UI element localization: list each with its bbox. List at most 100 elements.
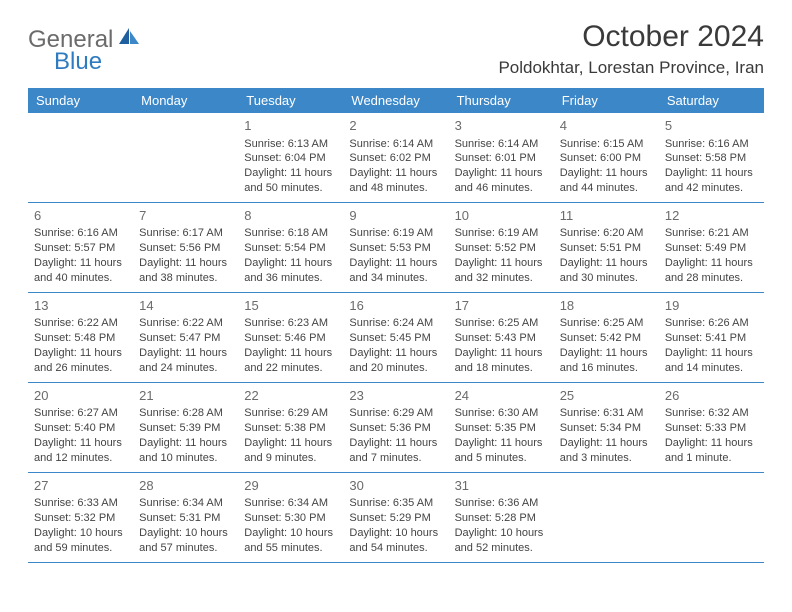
calendar-day: 18Sunrise: 6:25 AMSunset: 5:42 PMDayligh… — [554, 293, 659, 382]
day-info-line: Sunrise: 6:36 AM — [455, 496, 548, 511]
day-info-line: and 10 minutes. — [139, 451, 232, 466]
calendar-week: 1Sunrise: 6:13 AMSunset: 6:04 PMDaylight… — [28, 113, 764, 203]
day-info-line: Sunrise: 6:17 AM — [139, 226, 232, 241]
day-info-line: Sunrise: 6:30 AM — [455, 406, 548, 421]
day-info-line: and 20 minutes. — [349, 361, 442, 376]
day-info-line: Sunrise: 6:21 AM — [665, 226, 758, 241]
day-info-line: Daylight: 10 hours — [34, 526, 127, 541]
day-info-line: Sunset: 5:54 PM — [244, 241, 337, 256]
day-info-line: Sunset: 5:58 PM — [665, 151, 758, 166]
day-info-line: and 36 minutes. — [244, 271, 337, 286]
day-number: 1 — [244, 117, 337, 135]
calendar-day: 7Sunrise: 6:17 AMSunset: 5:56 PMDaylight… — [133, 203, 238, 292]
day-info-line: Sunrise: 6:29 AM — [244, 406, 337, 421]
day-info-line: Sunrise: 6:18 AM — [244, 226, 337, 241]
day-number: 5 — [665, 117, 758, 135]
day-number: 22 — [244, 387, 337, 405]
day-info-line: Sunrise: 6:20 AM — [560, 226, 653, 241]
day-info-line: Daylight: 11 hours — [349, 436, 442, 451]
day-info-line: Sunset: 5:46 PM — [244, 331, 337, 346]
day-info-line: Sunrise: 6:22 AM — [139, 316, 232, 331]
day-info-line: Sunset: 5:34 PM — [560, 421, 653, 436]
day-info-line: and 32 minutes. — [455, 271, 548, 286]
day-info-line: and 42 minutes. — [665, 181, 758, 196]
month-title: October 2024 — [498, 20, 764, 54]
day-info-line: Sunset: 5:53 PM — [349, 241, 442, 256]
day-info-line: Sunset: 5:32 PM — [34, 511, 127, 526]
day-number: 9 — [349, 207, 442, 225]
day-info-line: and 26 minutes. — [34, 361, 127, 376]
day-info-line: and 46 minutes. — [455, 181, 548, 196]
calendar-day: 10Sunrise: 6:19 AMSunset: 5:52 PMDayligh… — [449, 203, 554, 292]
calendar-day: 27Sunrise: 6:33 AMSunset: 5:32 PMDayligh… — [28, 473, 133, 562]
calendar-day: 31Sunrise: 6:36 AMSunset: 5:28 PMDayligh… — [449, 473, 554, 562]
calendar-day: 15Sunrise: 6:23 AMSunset: 5:46 PMDayligh… — [238, 293, 343, 382]
calendar-day: 28Sunrise: 6:34 AMSunset: 5:31 PMDayligh… — [133, 473, 238, 562]
calendar-day: 14Sunrise: 6:22 AMSunset: 5:47 PMDayligh… — [133, 293, 238, 382]
calendar-day: 1Sunrise: 6:13 AMSunset: 6:04 PMDaylight… — [238, 113, 343, 202]
day-number: 7 — [139, 207, 232, 225]
logo-sail-icon — [119, 28, 141, 51]
day-info-line: Sunset: 5:49 PM — [665, 241, 758, 256]
day-info-line: Sunrise: 6:32 AM — [665, 406, 758, 421]
day-info-line: Sunset: 6:02 PM — [349, 151, 442, 166]
day-header: Sunday — [28, 88, 133, 113]
logo: General Blue — [28, 26, 141, 54]
day-number: 14 — [139, 297, 232, 315]
day-number: 10 — [455, 207, 548, 225]
calendar-day: 2Sunrise: 6:14 AMSunset: 6:02 PMDaylight… — [343, 113, 448, 202]
day-info-line: Daylight: 11 hours — [455, 346, 548, 361]
day-info-line: Sunrise: 6:31 AM — [560, 406, 653, 421]
day-info-line: and 7 minutes. — [349, 451, 442, 466]
day-info-line: Daylight: 11 hours — [455, 256, 548, 271]
day-info-line: Sunrise: 6:25 AM — [560, 316, 653, 331]
day-number: 2 — [349, 117, 442, 135]
calendar-day: 30Sunrise: 6:35 AMSunset: 5:29 PMDayligh… — [343, 473, 448, 562]
day-info-line: and 44 minutes. — [560, 181, 653, 196]
day-info-line: Daylight: 11 hours — [560, 436, 653, 451]
day-number: 20 — [34, 387, 127, 405]
location-text: Poldokhtar, Lorestan Province, Iran — [498, 58, 764, 78]
day-info-line: Daylight: 10 hours — [349, 526, 442, 541]
day-info-line: Daylight: 11 hours — [139, 346, 232, 361]
calendar-week: 6Sunrise: 6:16 AMSunset: 5:57 PMDaylight… — [28, 203, 764, 293]
day-number: 18 — [560, 297, 653, 315]
day-info-line: and 9 minutes. — [244, 451, 337, 466]
day-info-line: Sunrise: 6:19 AM — [455, 226, 548, 241]
title-block: October 2024 Poldokhtar, Lorestan Provin… — [498, 20, 764, 78]
day-info-line: Sunset: 5:30 PM — [244, 511, 337, 526]
day-info-line: Daylight: 11 hours — [34, 436, 127, 451]
calendar-day: 20Sunrise: 6:27 AMSunset: 5:40 PMDayligh… — [28, 383, 133, 472]
day-info-line: and 55 minutes. — [244, 541, 337, 556]
calendar-week: 27Sunrise: 6:33 AMSunset: 5:32 PMDayligh… — [28, 473, 764, 563]
day-info-line: Sunset: 5:45 PM — [349, 331, 442, 346]
calendar-week: 13Sunrise: 6:22 AMSunset: 5:48 PMDayligh… — [28, 293, 764, 383]
day-info-line: and 12 minutes. — [34, 451, 127, 466]
day-info-line: and 50 minutes. — [244, 181, 337, 196]
day-info-line: Sunrise: 6:16 AM — [665, 137, 758, 152]
day-number: 16 — [349, 297, 442, 315]
calendar-day: 12Sunrise: 6:21 AMSunset: 5:49 PMDayligh… — [659, 203, 764, 292]
day-info-line: Daylight: 11 hours — [244, 166, 337, 181]
calendar-day: 22Sunrise: 6:29 AMSunset: 5:38 PMDayligh… — [238, 383, 343, 472]
calendar-day: 3Sunrise: 6:14 AMSunset: 6:01 PMDaylight… — [449, 113, 554, 202]
day-header: Monday — [133, 88, 238, 113]
day-info-line: and 52 minutes. — [455, 541, 548, 556]
day-info-line: Daylight: 11 hours — [560, 346, 653, 361]
day-info-line: Sunrise: 6:33 AM — [34, 496, 127, 511]
day-number: 28 — [139, 477, 232, 495]
day-info-line: and 5 minutes. — [455, 451, 548, 466]
day-header: Tuesday — [238, 88, 343, 113]
day-number: 17 — [455, 297, 548, 315]
day-info-line: Sunrise: 6:24 AM — [349, 316, 442, 331]
day-number: 11 — [560, 207, 653, 225]
day-info-line: Sunset: 5:36 PM — [349, 421, 442, 436]
calendar-day: 19Sunrise: 6:26 AMSunset: 5:41 PMDayligh… — [659, 293, 764, 382]
calendar-day: 6Sunrise: 6:16 AMSunset: 5:57 PMDaylight… — [28, 203, 133, 292]
day-number: 30 — [349, 477, 442, 495]
day-number: 3 — [455, 117, 548, 135]
day-info-line: Daylight: 11 hours — [665, 436, 758, 451]
day-number: 13 — [34, 297, 127, 315]
day-number: 24 — [455, 387, 548, 405]
day-info-line: Daylight: 11 hours — [560, 166, 653, 181]
